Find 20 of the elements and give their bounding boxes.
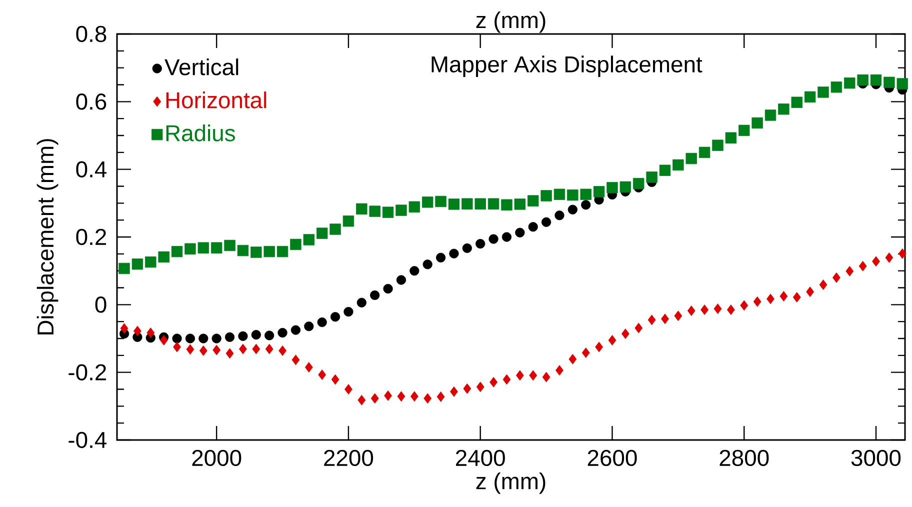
y-tick-label: -0.2 [68,364,106,380]
x-axis-title: z (mm) [476,472,546,494]
x-tick-label: 2600 [588,450,637,466]
x-tick-label: 2800 [720,450,769,466]
y-tick-label: 0.2 [76,228,106,246]
legend-label: Radius [166,124,235,142]
x-tick-label: 2200 [324,450,374,466]
y-tick-label: 0 [95,296,106,313]
y-tick-label: 0.6 [76,94,106,110]
y-tick-label: 0.8 [76,26,106,42]
x2-axis-title: z (mm) [476,11,546,33]
legend-label: Horizontal [166,92,266,108]
text: Mapper Axis Displacement [432,56,702,78]
y-axis-title: Displacement (mm) [36,139,58,334]
x-tick-label: 2400 [456,450,505,466]
y-tick-label: 0.4 [76,161,106,178]
legend-label: Vertical [164,58,238,76]
x-tick-label: 3000 [851,450,901,466]
x-tick-label: 2000 [192,450,242,466]
y-tick-label: -0.4 [68,432,106,448]
